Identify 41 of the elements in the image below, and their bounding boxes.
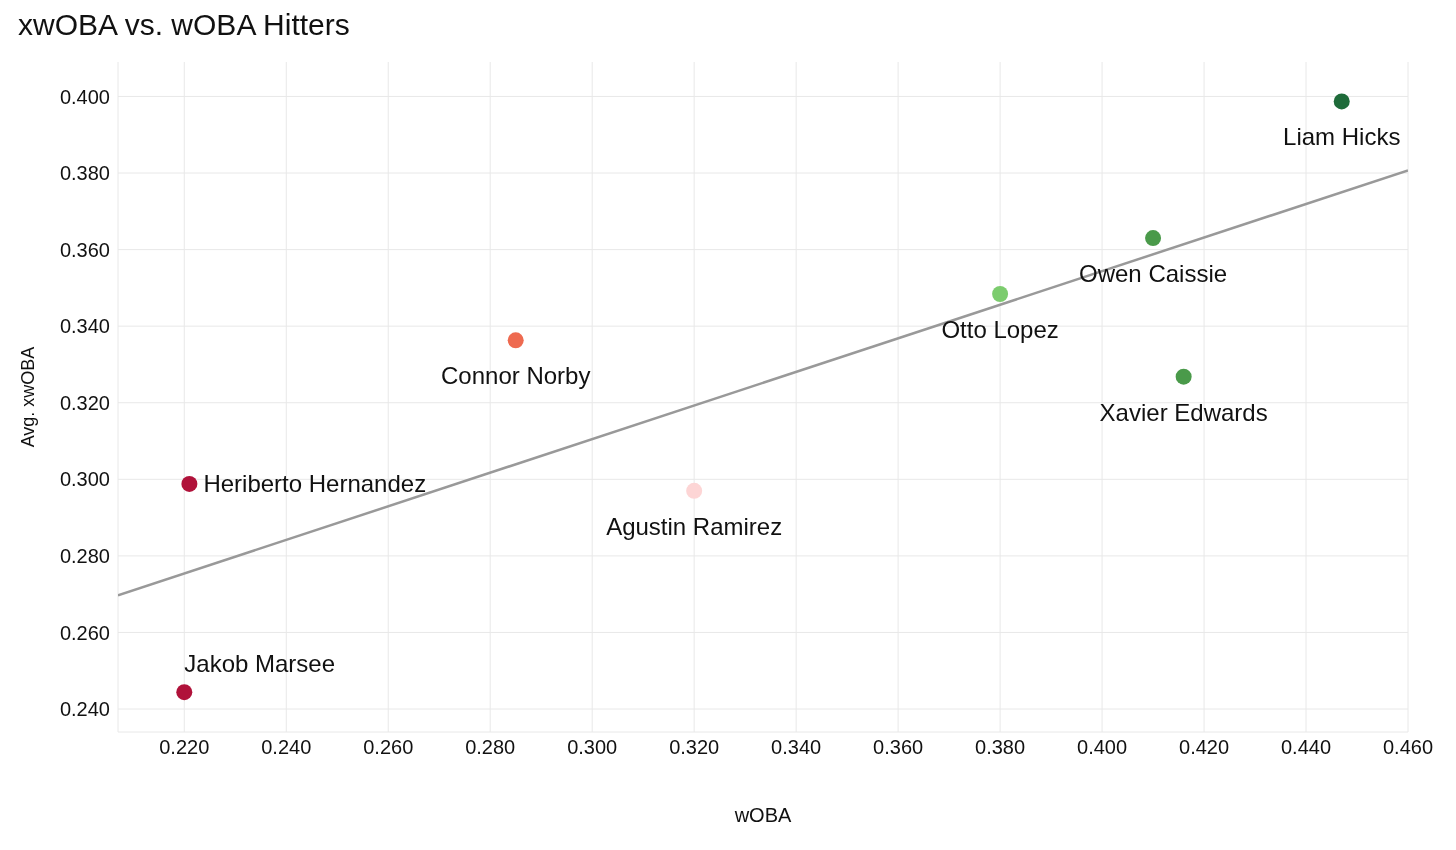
x-tick-label: 0.380 [975, 736, 1026, 759]
y-tick-label: 0.340 [59, 315, 110, 338]
x-tick-label: 0.440 [1280, 736, 1332, 759]
chart-title: xwOBA vs. wOBA Hitters [18, 8, 351, 42]
annotation: Agustin Ramirez [606, 512, 783, 540]
y-tick-label: 0.360 [59, 238, 110, 261]
x-tick-label: 0.400 [1077, 736, 1128, 759]
y-tick-label: 0.400 [59, 85, 110, 108]
annotation: Heriberto Hernandez [203, 469, 427, 497]
x-tick-label: 0.320 [669, 736, 720, 759]
x-tick-label: 0.240 [261, 736, 312, 759]
point [992, 286, 1009, 303]
x-tick-label: 0.420 [1179, 736, 1230, 759]
annotation: Liam Hicks [1283, 123, 1401, 151]
y-axis-title: Avg. xwOBA [18, 346, 39, 448]
x-tick-label: 0.300 [567, 736, 618, 759]
annotation: Otto Lopez [941, 316, 1059, 344]
x-axis-title: wOBA [733, 804, 792, 826]
point [507, 332, 524, 349]
point [1145, 230, 1162, 247]
y-tick-label: 0.280 [59, 544, 110, 567]
y-tick-label: 0.240 [59, 698, 110, 721]
y-tick-label: 0.300 [59, 468, 110, 491]
y-tick-label: 0.320 [59, 391, 110, 414]
y-tick-label: 0.380 [59, 162, 110, 185]
annotation: Xavier Edwards [1099, 398, 1268, 426]
annotation: Connor Norby [441, 362, 591, 390]
x-tick-label: 0.460 [1382, 736, 1434, 759]
point [176, 684, 193, 701]
y-tick-label: 0.260 [59, 621, 110, 644]
x-tick-label: 0.360 [873, 736, 924, 759]
x-tick-label: 0.340 [771, 736, 822, 759]
x-tick-label: 0.260 [363, 736, 414, 759]
x-tick-label: 0.220 [159, 736, 210, 759]
point [1333, 93, 1350, 110]
point [686, 482, 703, 499]
annotation: Jakob Marsee [184, 650, 336, 678]
point [181, 475, 198, 492]
annotation: Owen Caissie [1079, 260, 1228, 288]
point [1175, 368, 1192, 385]
x-tick-label: 0.280 [465, 736, 516, 759]
